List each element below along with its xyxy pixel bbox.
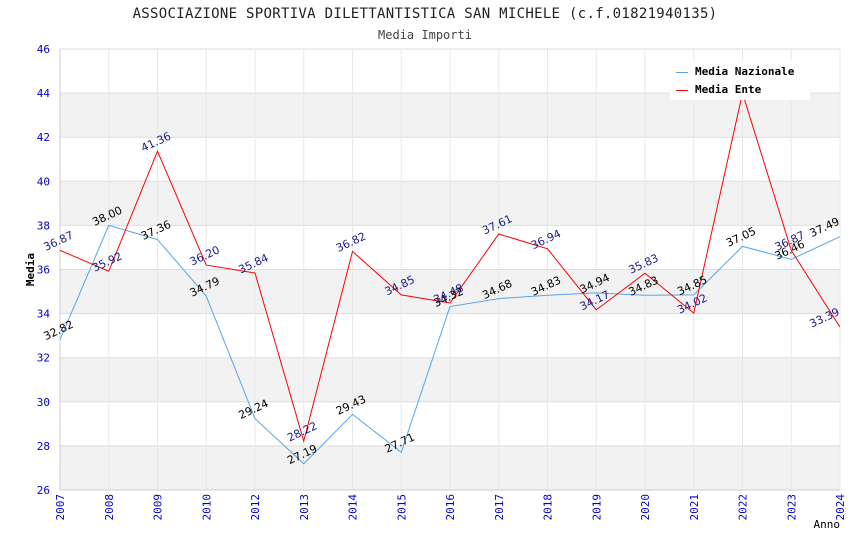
x-tick-label: 2018 [542, 494, 555, 521]
data-label: 32.82 [41, 318, 75, 343]
y-tick-label: 46 [37, 43, 50, 56]
data-label: 28.22 [285, 419, 319, 444]
x-tick-label: 2023 [785, 494, 798, 521]
y-tick-label: 36 [37, 264, 50, 277]
legend-item-media-ente: Media Ente [676, 83, 761, 97]
x-tick-label: 2015 [395, 494, 408, 521]
legend-swatch-media-ente [676, 89, 688, 91]
x-tick-label: 2020 [639, 494, 652, 521]
x-tick-label: 2008 [103, 494, 116, 521]
series-line-media-ente [60, 91, 840, 443]
y-tick-label: 42 [37, 131, 50, 144]
y-tick-label: 38 [37, 219, 50, 232]
data-label: 37.05 [724, 225, 758, 250]
x-tick-label: 2022 [737, 494, 750, 521]
x-tick-label: 2016 [444, 494, 457, 521]
x-tick-label: 2014 [347, 494, 360, 521]
y-tick-label: 40 [37, 175, 50, 188]
x-tick-label: 2012 [249, 494, 262, 521]
x-tick-label: 2019 [590, 494, 603, 521]
series-line-media-nazionale [60, 224, 840, 465]
x-axis-title: Anno [814, 518, 841, 531]
y-axis-title: Media [24, 253, 37, 286]
legend-swatch-media-nazionale [676, 71, 688, 73]
y-tick-label: 26 [37, 484, 50, 497]
x-tick-label: 2009 [152, 494, 165, 521]
y-tick-label: 28 [37, 440, 50, 453]
data-label: 36.82 [334, 230, 368, 255]
legend-label-media-nazionale: Media Nazionale [695, 65, 795, 78]
x-tick-label: 2024 [834, 494, 847, 521]
y-tick-label: 44 [37, 87, 51, 100]
x-tick-label: 2010 [200, 494, 213, 521]
x-tick-label: 2021 [688, 494, 701, 521]
chart-subtitle: Media Importi [378, 28, 472, 42]
y-tick-label: 34 [37, 308, 51, 321]
legend: Media Nazionale Media Ente [670, 60, 810, 100]
legend-item-media-nazionale: Media Nazionale [676, 65, 794, 79]
chart-title: ASSOCIAZIONE SPORTIVA DILETTANTISTICA SA… [132, 6, 718, 22]
x-tick-label: 2013 [298, 494, 311, 521]
y-tick-label: 30 [37, 396, 50, 409]
legend-label-media-ente: Media Ente [695, 83, 762, 96]
x-tick-label: 2007 [54, 494, 67, 521]
data-label: 36.20 [188, 243, 222, 268]
y-tick-label: 32 [37, 352, 50, 365]
x-tick-label: 2017 [493, 494, 506, 521]
